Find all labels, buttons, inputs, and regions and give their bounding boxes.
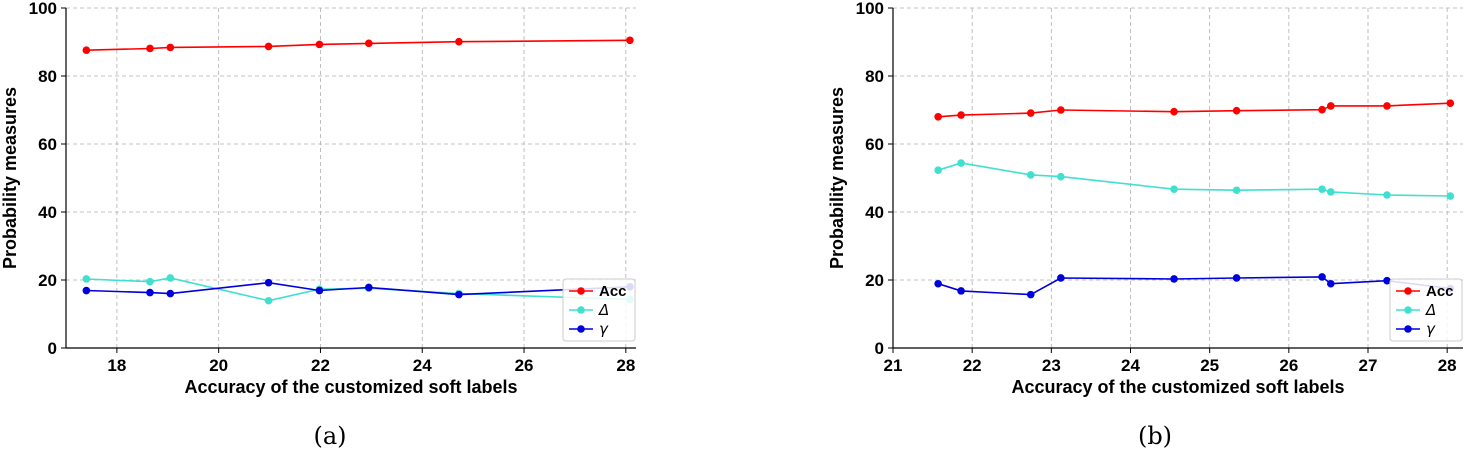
legend-swatch-marker [577,325,585,333]
data-point [957,111,965,119]
y-tick-label: 60 [38,135,57,154]
data-point [1318,185,1326,194]
series-line-1 [86,277,630,302]
y-tick-label: 80 [865,67,884,86]
data-point [264,296,273,305]
legend-swatch-marker [1404,325,1412,333]
data-point [1318,105,1326,114]
data-point [1232,186,1241,195]
data-point [934,279,942,288]
series-line-1 [937,162,1451,197]
x-tick-label: 18 [107,356,126,375]
data-point [1326,188,1335,196]
legend-swatch-marker [577,306,585,314]
y-tick-label: 0 [48,339,57,358]
data-point [1057,106,1065,114]
data-point [1170,275,1178,283]
data-point [455,37,463,46]
data-point [934,113,942,121]
x-tick-label: 23 [1042,356,1061,375]
data-point [264,278,273,287]
data-point [82,46,91,54]
data-point [1326,102,1335,110]
y-axis-title: Probability measures [0,87,20,269]
data-point [1170,107,1178,116]
chart-a: 18 20 22 24 26 28 0 20 40 60 80 100 Accuracy of the … [0,0,636,450]
legend-label: Acc [599,283,627,300]
data-point [626,36,634,45]
data-point [1446,99,1455,107]
data-point [1318,273,1326,281]
legend-label: Δ [1425,301,1436,319]
legend-label: γ [1426,320,1436,338]
series-line-0 [938,102,1451,118]
data-point [1383,102,1391,110]
y-axis-title: Probability measures [827,87,847,269]
legend-label: Δ [598,301,609,319]
data-point [934,166,942,174]
data-point [1170,185,1178,194]
y-tick-label: 80 [38,67,57,86]
data-point [1057,172,1065,181]
x-tick-label: 26 [1279,356,1298,375]
chart-b: 21 22 23 24 25 26 27 28 0 20 40 60 80 100 Accuracy of … [827,0,1463,450]
legend-swatch-marker [1404,287,1412,295]
data-point [957,159,965,167]
x-tick-label: 25 [1200,356,1219,375]
data-point [315,286,324,295]
data-point [1026,171,1035,179]
legend-swatch-marker [1404,306,1412,314]
data-point [82,286,91,295]
y-tick-label: 60 [865,135,884,154]
x-tick-label: 28 [616,356,635,375]
y-tick-label: 20 [865,271,884,290]
data-point [315,40,324,49]
data-point [166,43,175,52]
x-tick-label: 24 [1121,356,1140,375]
y-tick-label: 0 [875,339,884,358]
data-point [1326,279,1335,288]
data-point [1232,106,1241,115]
data-point [264,42,273,51]
data-point [82,275,91,283]
figure-caption: (a) [313,422,346,450]
data-point [365,283,373,292]
x-tick-label: 27 [1359,356,1378,375]
data-point [455,290,463,299]
x-tick-label: 21 [884,356,903,375]
legend-label: γ [599,320,609,338]
x-tick-label: 28 [1438,356,1457,375]
x-tick-label: 24 [413,356,432,375]
data-point [957,287,965,295]
y-tick-label: 40 [38,203,57,222]
legend-swatch-marker [577,287,585,295]
data-point [1026,290,1035,299]
x-tick-label: 26 [515,356,534,375]
data-point [146,44,154,53]
data-point [1446,192,1455,200]
data-point [146,288,154,297]
x-tick-label: 22 [963,356,982,375]
figure-caption: (b) [1138,422,1172,450]
data-point [365,39,373,48]
data-point [166,274,175,282]
data-point [1057,274,1065,282]
series-line-2 [937,276,1451,296]
data-point [1026,109,1035,117]
x-axis-title: Accuracy of the customized soft labels [184,377,517,397]
data-point [1383,191,1391,199]
y-tick-label: 40 [865,203,884,222]
data-point [166,289,175,298]
x-tick-label: 22 [311,356,330,375]
x-axis-title: Accuracy of the customized soft labels [1011,377,1344,397]
y-tick-label: 100 [856,0,884,18]
data-point [1232,274,1241,282]
x-tick-label: 20 [209,356,228,375]
y-tick-label: 100 [29,0,57,18]
legend-label: Acc [1426,283,1454,300]
data-point [1383,276,1391,285]
y-tick-label: 20 [38,271,57,290]
data-point [146,277,154,286]
